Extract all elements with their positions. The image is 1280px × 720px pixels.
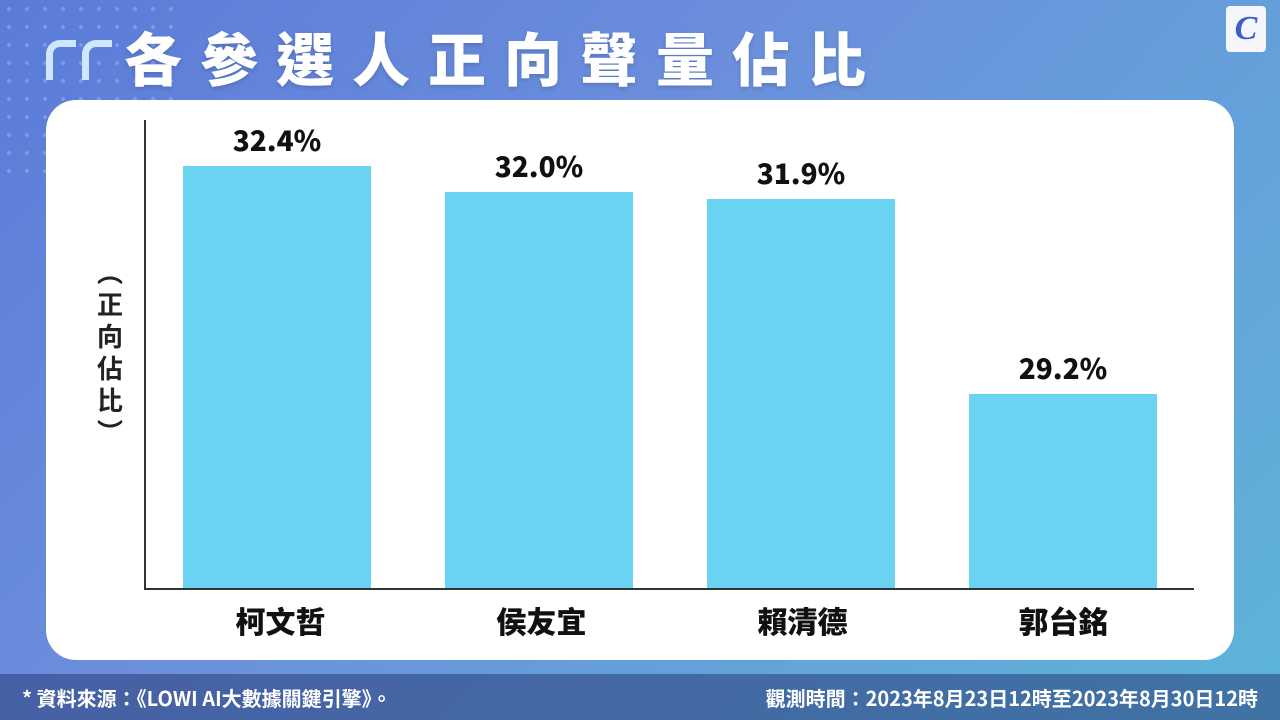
infographic-background: C 各參選人正向聲量佔比 （正向佔比） 32.4% 32.0% 31.9% 29.2%… — [0, 0, 1280, 720]
x-axis-category-label: 侯友宜 — [411, 598, 672, 642]
bar-value-label: 32.0% — [495, 146, 584, 186]
bar-slot: 31.9% — [670, 120, 932, 588]
x-axis-category-label: 郭台銘 — [933, 598, 1194, 642]
chart-card: （正向佔比） 32.4% 32.0% 31.9% 29.2% 柯文哲侯友宜賴清德郭台銘 — [46, 100, 1234, 660]
bar-slot: 32.0% — [408, 120, 670, 588]
brand-logo: C — [1226, 6, 1266, 52]
y-axis-label-wrap: （正向佔比） — [86, 120, 134, 590]
bar — [445, 192, 634, 588]
footer-source: * 資料來源：《LOWI AI大數據關鍵引擎》。 — [22, 683, 392, 712]
footer-observation: 觀測時間：2023年8月23日12時至2023年8月30日12時 — [766, 683, 1258, 712]
x-axis-labels: 柯文哲侯友宜賴清德郭台銘 — [150, 598, 1194, 642]
chart-plot-area: 32.4% 32.0% 31.9% 29.2% — [144, 120, 1194, 590]
bar — [969, 394, 1158, 588]
bar-value-label: 32.4% — [233, 120, 322, 160]
bar-slot: 29.2% — [932, 120, 1194, 588]
bar — [707, 199, 896, 588]
brand-logo-letter: C — [1235, 10, 1258, 48]
x-axis-category-label: 賴清德 — [672, 598, 933, 642]
bar — [183, 166, 372, 588]
y-axis-label: （正向佔比） — [92, 259, 129, 451]
bar-value-label: 29.2% — [1019, 348, 1108, 388]
footer-bar: * 資料來源：《LOWI AI大數據關鍵引擎》。 觀測時間：2023年8月23日… — [0, 674, 1280, 720]
title-row: 各參選人正向聲量佔比 — [46, 14, 884, 98]
quote-icon — [46, 40, 112, 80]
page-title: 各參選人正向聲量佔比 — [124, 14, 884, 98]
bars-container: 32.4% 32.0% 31.9% 29.2% — [146, 120, 1194, 588]
bar-value-label: 31.9% — [757, 153, 846, 193]
bar-slot: 32.4% — [146, 120, 408, 588]
x-axis-category-label: 柯文哲 — [150, 598, 411, 642]
